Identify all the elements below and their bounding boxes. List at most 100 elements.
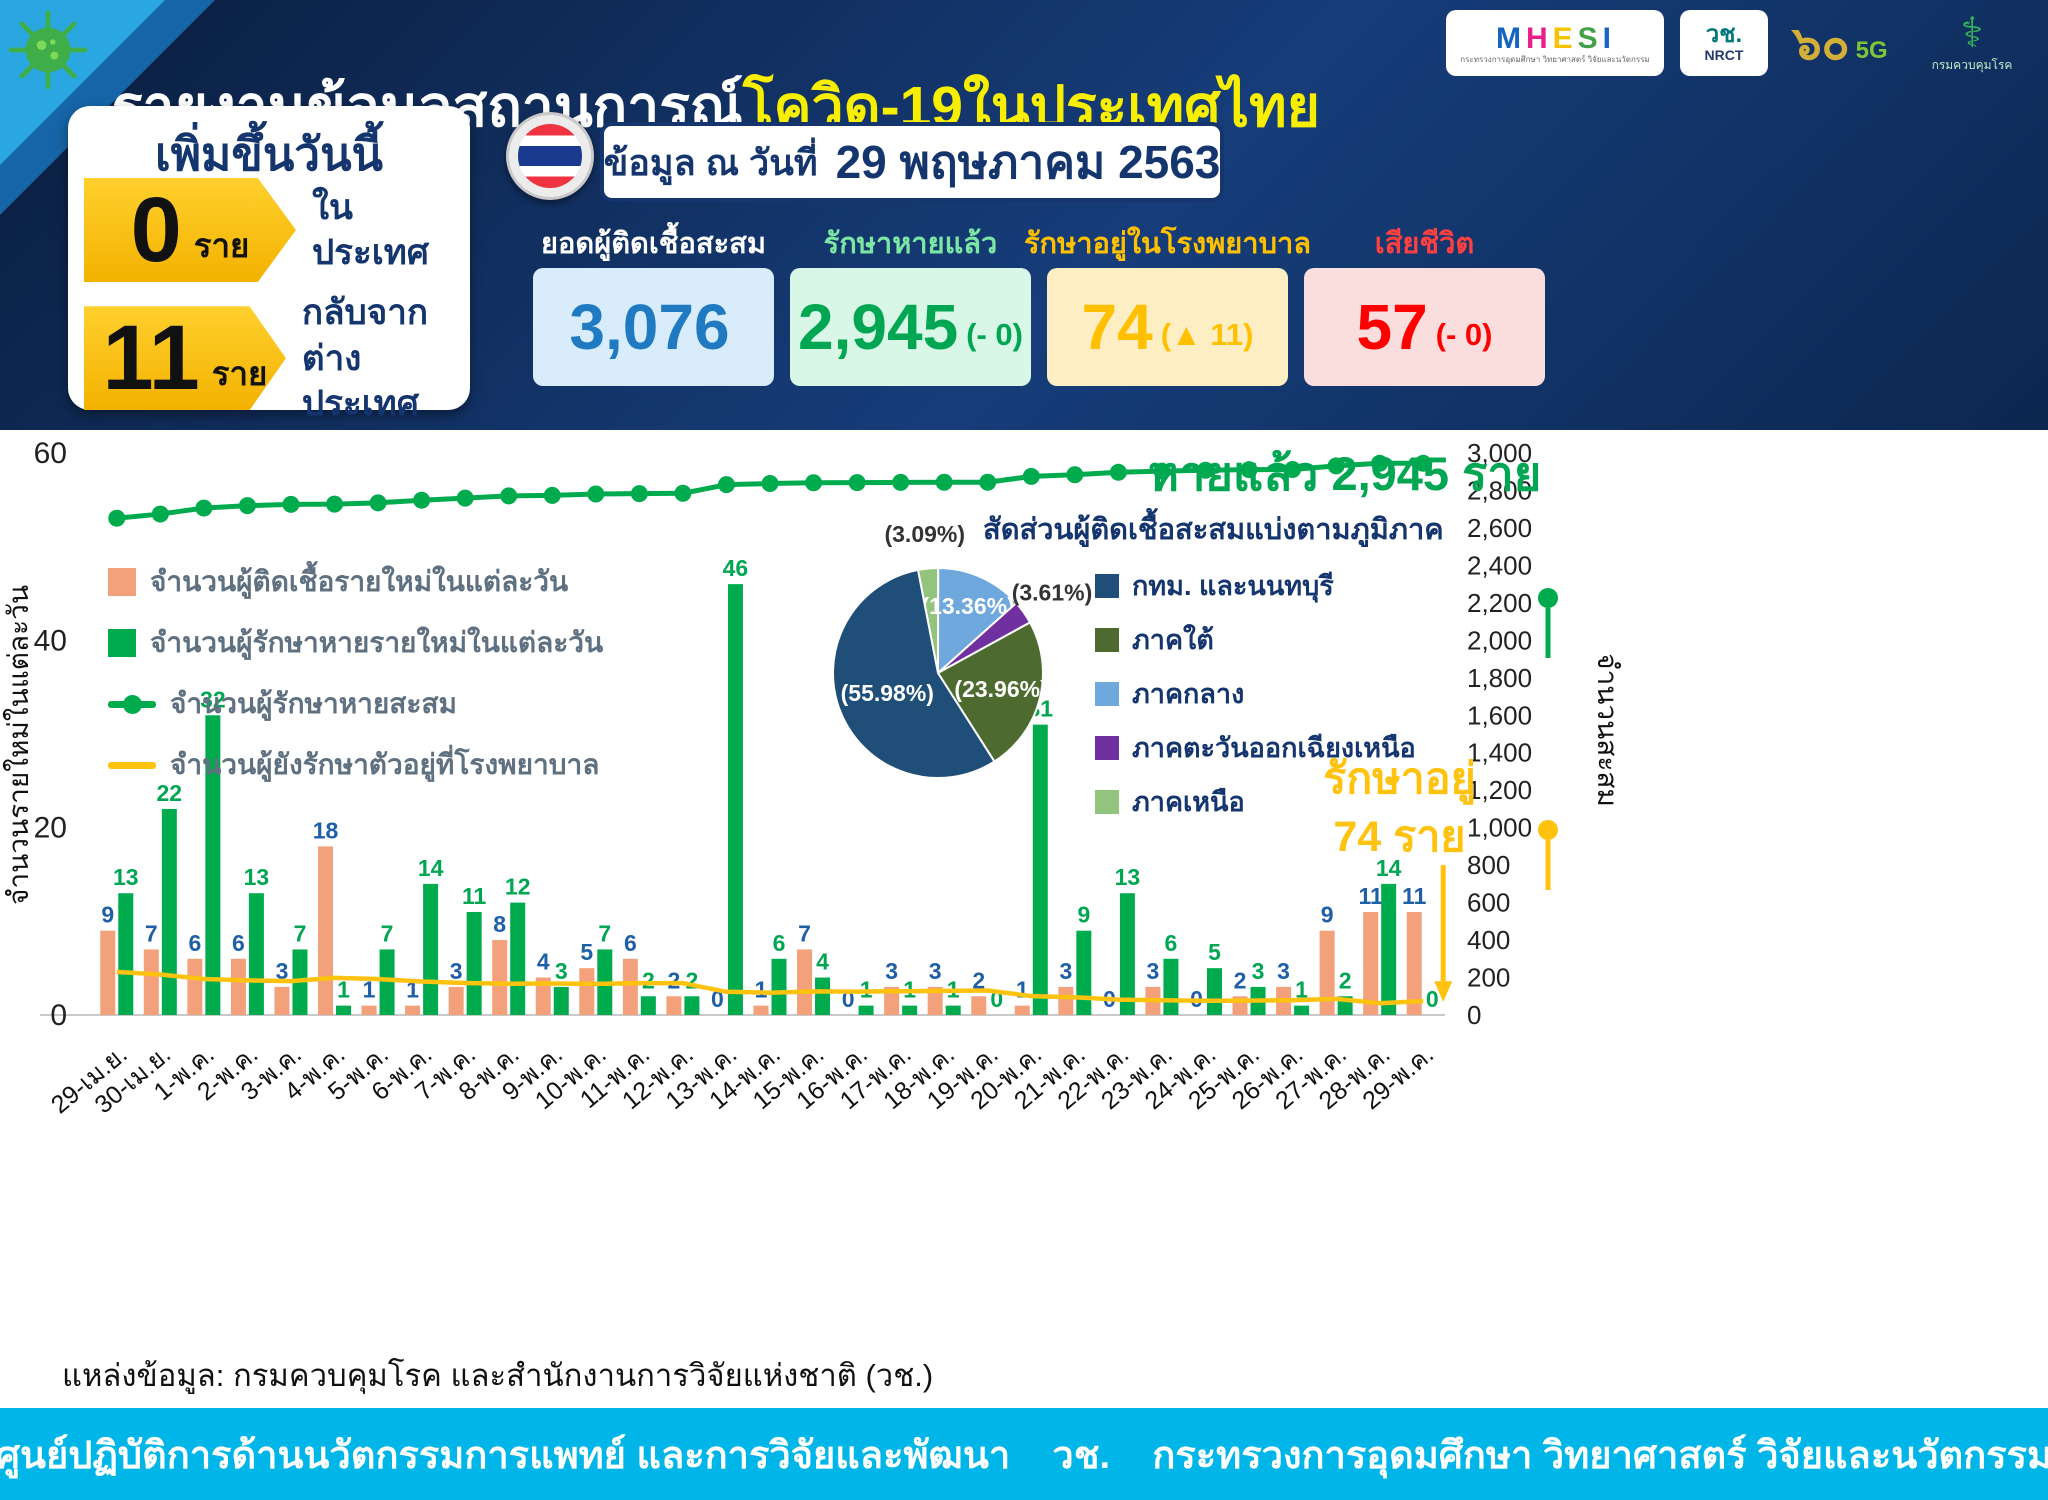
svg-text:25-พ.ค.: 25-พ.ค. <box>1183 1040 1265 1115</box>
svg-text:22-พ.ค.: 22-พ.ค. <box>1052 1040 1134 1115</box>
svg-text:1: 1 <box>1016 977 1029 1003</box>
svg-text:13: 13 <box>1115 864 1141 890</box>
svg-text:27-พ.ค.: 27-พ.ค. <box>1270 1040 1352 1115</box>
legend-item-recovered-daily: จำนวนผู้รักษาหายรายใหม่ในแต่ละวัน <box>108 621 603 665</box>
domestic-label: ในประเทศ <box>311 187 430 273</box>
hospitalized-value: 74 <box>1081 291 1153 363</box>
svg-text:29-เม.ย.: 29-เม.ย. <box>46 1040 133 1119</box>
stat-total-cases: ยอดผู้ติดเชื้อสะสม 3,076 <box>533 220 774 386</box>
svg-text:จำนวนรายใหม่ในแต่ละวัน: จำนวนรายใหม่ในแต่ละวัน <box>2 585 34 905</box>
svg-text:3: 3 <box>1277 958 1290 984</box>
svg-text:40: 40 <box>34 624 67 657</box>
header: รายงานข้อมูลสถานการณ์โควิด-19ในประเทศไทย… <box>0 0 2048 430</box>
total-cases-value: 3,076 <box>569 291 730 363</box>
svg-text:11-พ.ค.: 11-พ.ค. <box>575 1040 655 1114</box>
svg-text:600: 600 <box>1467 888 1510 918</box>
imported-label: กลับจาก ต่างประเทศ <box>301 293 429 423</box>
legend-item-new-cases: จำนวนผู้ติดเชื้อรายใหม่ในแต่ละวัน <box>108 560 603 604</box>
svg-text:8-พ.ค.: 8-พ.ค. <box>453 1040 524 1106</box>
svg-text:10-พ.ค.: 10-พ.ค. <box>530 1040 612 1115</box>
report-date: 29 พฤษภาคม 2563 <box>835 135 1221 188</box>
svg-text:1: 1 <box>903 977 916 1003</box>
new-cases-swatch <box>108 568 136 596</box>
svg-text:17-พ.ค.: 17-พ.ค. <box>835 1040 917 1115</box>
svg-text:5: 5 <box>1208 939 1221 965</box>
recovered-cumulative-swatch <box>108 694 156 714</box>
svg-text:9: 9 <box>101 902 114 928</box>
svg-text:(3.61%): (3.61%) <box>1012 579 1093 605</box>
svg-text:1: 1 <box>337 977 350 1003</box>
svg-text:400: 400 <box>1467 925 1510 955</box>
svg-text:0: 0 <box>1467 1000 1481 1030</box>
svg-text:0: 0 <box>842 986 855 1012</box>
region-swatch-north <box>1095 789 1119 814</box>
svg-text:14-พ.ค.: 14-พ.ค. <box>704 1040 786 1115</box>
recovered-daily-swatch <box>108 629 136 657</box>
svg-text:13: 13 <box>244 864 270 890</box>
svg-text:200: 200 <box>1467 963 1510 993</box>
svg-text:7: 7 <box>294 920 307 946</box>
imported-count: 11 <box>102 307 200 410</box>
svg-text:16-พ.ค.: 16-พ.ค. <box>791 1040 873 1115</box>
svg-text:(3.09%): (3.09%) <box>884 521 965 547</box>
svg-text:6: 6 <box>232 930 245 956</box>
svg-text:24-พ.ค.: 24-พ.ค. <box>1140 1040 1222 1115</box>
svg-text:6: 6 <box>1165 930 1178 956</box>
svg-text:23-พ.ค.: 23-พ.ค. <box>1096 1040 1178 1115</box>
svg-text:2: 2 <box>972 967 985 993</box>
svg-text:2,400: 2,400 <box>1467 550 1532 580</box>
hospitalized-swatch <box>108 761 156 769</box>
region-pie-section: สัดส่วนผู้ติดเชื้อสะสมแบ่งตามภูมิภาค (3.… <box>815 498 1444 818</box>
svg-text:1: 1 <box>860 977 873 1003</box>
svg-text:30-เม.ย.: 30-เม.ย. <box>89 1040 176 1119</box>
svg-text:0: 0 <box>711 986 724 1012</box>
svg-text:29-พ.ค.: 29-พ.ค. <box>1357 1040 1439 1115</box>
data-source-note: แหล่งข้อมูล: กรมควบคุมโรค และสำนักงานการ… <box>62 1358 934 1393</box>
legend-item-hospitalized: จำนวนผู้ยังรักษาตัวอยู่ที่โรงพยาบาล <box>108 743 603 787</box>
svg-text:28-พ.ค.: 28-พ.ค. <box>1314 1040 1396 1115</box>
svg-text:3: 3 <box>1252 958 1265 984</box>
svg-text:7: 7 <box>381 920 394 946</box>
recovered-value: 2,945 <box>798 291 959 363</box>
svg-text:จำนวนสะสม: จำนวนสะสม <box>1592 653 1623 807</box>
virus-icon <box>8 10 88 90</box>
footer-banner: ศูนย์ปฏิบัติการด้านนวัตกรรมการแพทย์ และก… <box>0 1408 2048 1500</box>
svg-text:4: 4 <box>537 949 550 975</box>
svg-text:11: 11 <box>462 883 487 909</box>
chart-legend: จำนวนผู้ติดเชื้อรายใหม่ในแต่ละวัน จำนวนผ… <box>108 560 603 787</box>
svg-text:2: 2 <box>668 967 681 993</box>
svg-text:0: 0 <box>990 986 1003 1012</box>
imported-arrow-badge: 11 ราย <box>84 306 286 411</box>
new-cases-title: เพิ่มขึ้นวันนี้ <box>155 128 383 180</box>
new-cases-card: เพิ่มขึ้นวันนี้ 0 ราย ในประเทศ 11 ราย กล… <box>68 106 470 423</box>
nrct-logo: วช. NRCT <box>1680 10 1768 76</box>
svg-text:6: 6 <box>773 930 786 956</box>
svg-text:26-พ.ค.: 26-พ.ค. <box>1227 1040 1309 1115</box>
svg-text:1-พ.ค.: 1-พ.ค. <box>149 1040 220 1106</box>
svg-text:12: 12 <box>505 874 531 900</box>
svg-text:18-พ.ค.: 18-พ.ค. <box>878 1040 960 1115</box>
stat-hospitalized: รักษาอยู่ในโรงพยาบาล 74 (▲ 11) <box>1024 220 1311 386</box>
domestic-arrow-badge: 0 ราย <box>84 178 296 282</box>
stat-cards: ยอดผู้ติดเชื้อสะสม 3,076 รักษาหายแล้ว 2,… <box>533 220 1545 386</box>
imported-row: 11 ราย กลับจาก ต่างประเทศ <box>84 290 470 427</box>
domestic-count: 0 <box>130 179 182 281</box>
svg-text:4: 4 <box>816 949 829 975</box>
thai-flag-pin-icon <box>506 112 594 219</box>
svg-text:11: 11 <box>1359 883 1384 909</box>
svg-text:3-พ.ค.: 3-พ.ค. <box>236 1040 307 1106</box>
hospitalized-annotation: รักษาอยู่ 74 ราย <box>1323 755 1476 862</box>
svg-text:11: 11 <box>1402 883 1427 909</box>
svg-text:2: 2 <box>1234 967 1247 993</box>
svg-text:7-พ.ค.: 7-พ.ค. <box>410 1040 481 1106</box>
svg-text:3: 3 <box>929 958 942 984</box>
pie-title: สัดส่วนผู้ติดเชื้อสะสมแบ่งตามภูมิภาค <box>983 514 1444 546</box>
svg-text:6-พ.ค.: 6-พ.ค. <box>366 1040 437 1106</box>
svg-text:9-พ.ค.: 9-พ.ค. <box>497 1040 568 1106</box>
svg-text:0: 0 <box>1190 986 1203 1012</box>
svg-text:1: 1 <box>406 977 419 1003</box>
mhesi-subtitle: กระทรวงการอุดมศึกษา วิทยาศาสตร์ วิจัยและ… <box>1460 54 1650 64</box>
